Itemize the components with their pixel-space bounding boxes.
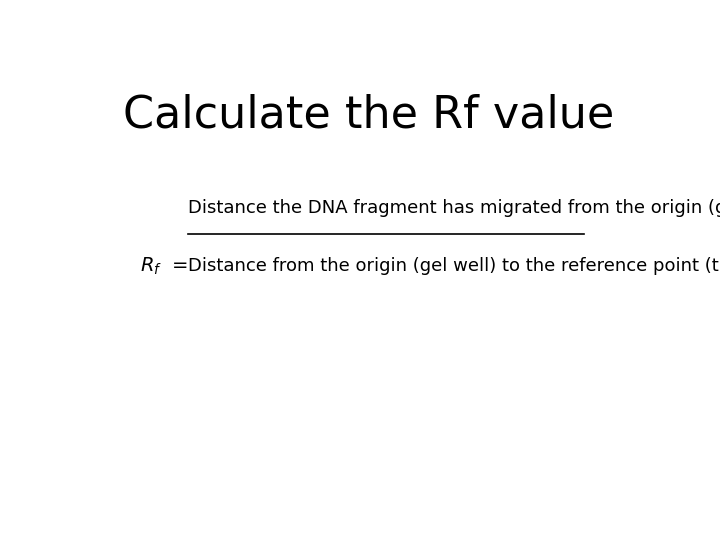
Text: Distance from the origin (gel well) to the reference point (tracking dye): Distance from the origin (gel well) to t… (188, 258, 720, 275)
Text: Distance the DNA fragment has migrated from the origin (gel well): Distance the DNA fragment has migrated f… (188, 199, 720, 217)
Text: $R_f$  =: $R_f$ = (140, 256, 188, 277)
Text: Calculate the Rf value: Calculate the Rf value (123, 93, 615, 136)
